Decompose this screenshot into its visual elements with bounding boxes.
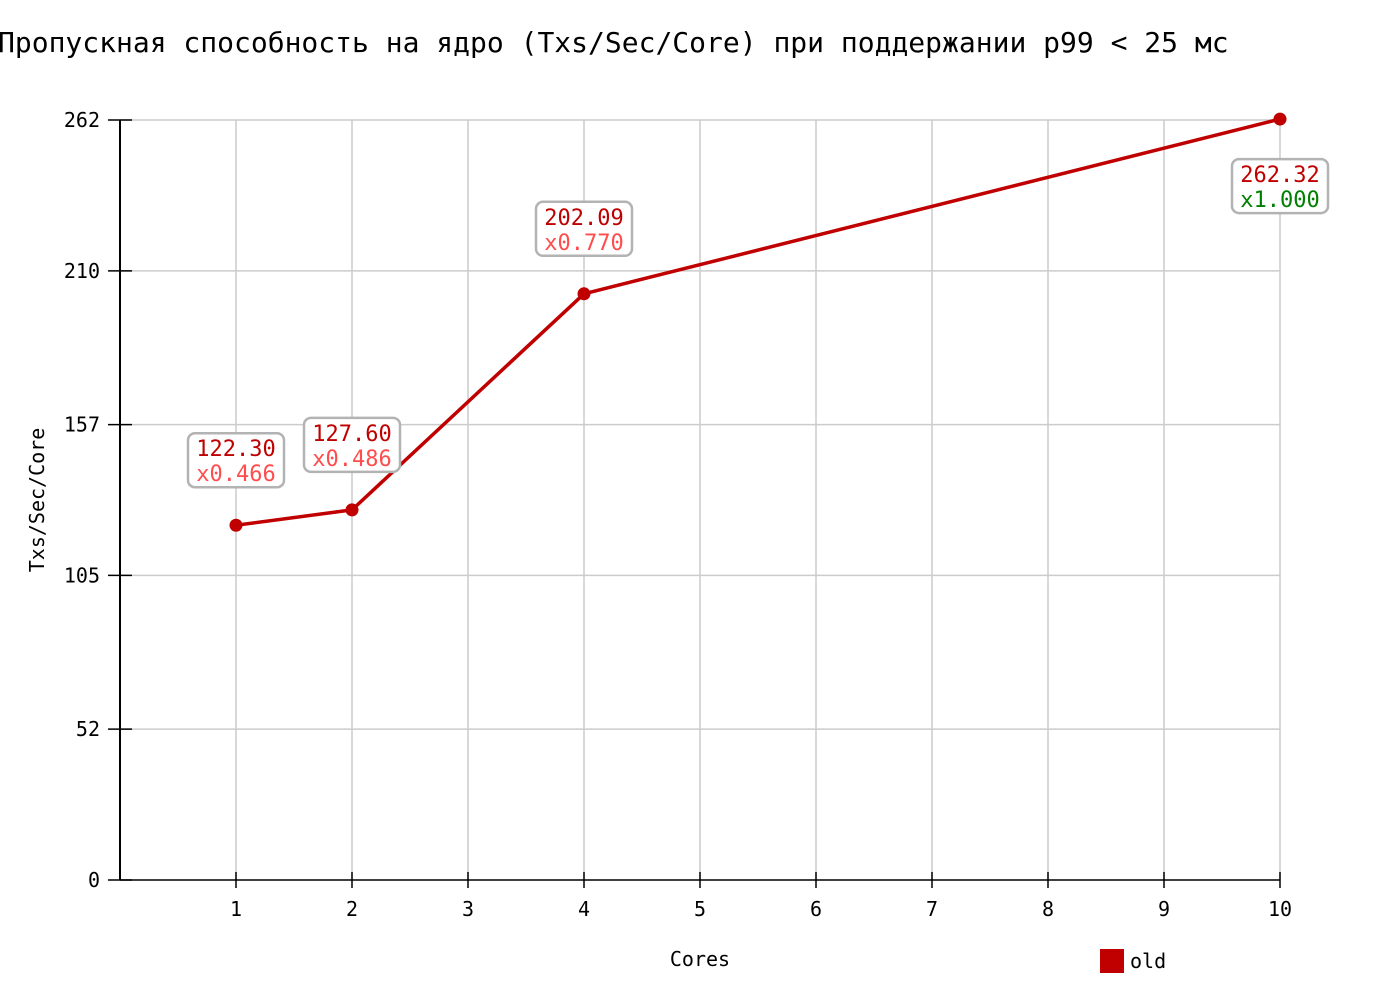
legend-label: old <box>1130 949 1166 973</box>
y-tick-label: 105 <box>64 563 100 587</box>
x-axis-ticks: 1 2 3 4 5 6 7 8 9 10 <box>230 872 1292 921</box>
y-axis-label: Txs/Sec/Core <box>25 428 49 573</box>
annotation-value: 122.30 <box>196 437 275 462</box>
annotation-box <box>534 200 634 258</box>
x-tick-label: 2 <box>346 897 358 921</box>
grid <box>120 119 1281 880</box>
series-group <box>229 112 1287 532</box>
x-axis-label: Cores <box>670 947 730 971</box>
y-tick-label: 262 <box>64 108 100 132</box>
x-tick-label: 5 <box>694 897 706 921</box>
annotation-value: 202.09 <box>544 206 623 231</box>
data-point <box>345 503 359 517</box>
x-tick-label: 8 <box>1042 897 1054 921</box>
annotation-box <box>302 416 402 474</box>
legend: old <box>1100 949 1166 973</box>
x-tick-label: 7 <box>926 897 938 921</box>
annotation-box <box>186 431 286 489</box>
y-tick-label: 210 <box>64 259 100 283</box>
annotation-value: 262.32 <box>1240 163 1319 188</box>
chart-title: Пропускная способность на ядро (Txs/Sec/… <box>0 26 1229 59</box>
x-tick-label: 10 <box>1268 897 1292 921</box>
data-point <box>1273 112 1287 126</box>
y-tick-label: 52 <box>76 717 100 741</box>
legend-swatch <box>1100 949 1124 973</box>
series-line <box>235 117 1281 527</box>
x-tick-label: 4 <box>578 897 590 921</box>
x-tick-label: 9 <box>1158 897 1170 921</box>
y-tick-label: 0 <box>88 868 100 892</box>
annotation-ratio: x0.486 <box>312 447 391 472</box>
annotation-ratio: x0.466 <box>196 462 275 487</box>
annotation-ratio: x1.000 <box>1240 188 1319 213</box>
annotation-box <box>1230 157 1330 215</box>
annotation-ratio: x0.770 <box>544 231 623 256</box>
data-point <box>229 518 243 532</box>
y-tick-label: 157 <box>64 413 100 437</box>
x-tick-label: 6 <box>810 897 822 921</box>
data-point <box>577 287 591 301</box>
annotation-value: 127.60 <box>312 422 391 447</box>
y-axis-ticks: 0 52 105 157 210 262 <box>64 108 132 892</box>
x-tick-label: 3 <box>462 897 474 921</box>
x-tick-label: 1 <box>230 897 242 921</box>
